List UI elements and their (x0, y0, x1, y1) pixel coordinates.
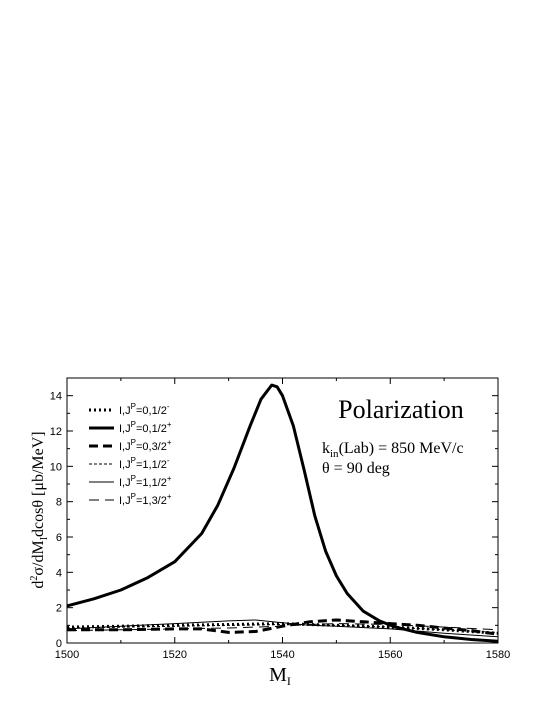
x-tick-label: 1540 (270, 649, 294, 661)
y-tick-label: 2 (56, 603, 62, 615)
x-axis-title-sub: I (287, 674, 291, 688)
legend-label: I,JP=1,1/2+ (119, 474, 172, 489)
y-axis-title-p2: σ/dM (30, 540, 47, 575)
x-tick-label: 1520 (163, 649, 187, 661)
chart-title: Polarization (338, 395, 464, 424)
y-axis: 0 2 4 6 8 10 12 14 (50, 391, 498, 650)
y-tick-label: 0 (56, 638, 62, 650)
x-tick-label: 1580 (486, 649, 510, 661)
legend-label: I,JP=0,3/2+ (119, 438, 172, 453)
y-axis-title-p3: dcosθ [μb/MeV] (30, 431, 47, 537)
y-tick-label: 12 (50, 426, 62, 438)
series-line (66, 624, 499, 633)
kin-annotation-rest: (Lab) = 850 MeV/c (339, 440, 464, 457)
y-tick-label: 6 (56, 532, 62, 544)
y-tick-label: 8 (56, 497, 62, 509)
series-line (66, 623, 499, 632)
series-layer (66, 383, 499, 643)
theta-annotation: θ = 90 deg (322, 460, 390, 477)
legend-label: I,JP=1,3/2+ (119, 492, 172, 507)
legend-label: I,JP=1,1/2- (119, 456, 170, 471)
legend: I,JP=0,1/2- I,JP=0,1/2+ I,JP=0,3/2+ I,JP=1,… (89, 402, 172, 507)
legend-label: I,JP=0,1/2+ (119, 420, 172, 435)
y-axis-title: d2σ/dMIdcosθ [μb/MeV] (29, 431, 50, 588)
x-axis-title: MI (269, 664, 291, 688)
y-tick-label: 14 (50, 391, 62, 403)
x-axis: 1500 1520 1540 1560 1580 (55, 378, 510, 661)
x-tick-label: 1500 (55, 649, 79, 661)
series-line (66, 383, 499, 643)
x-tick-label: 1560 (378, 649, 402, 661)
y-tick-label: 4 (56, 567, 62, 579)
kin-annotation: kin(Lab) = 850 MeV/c (322, 440, 464, 460)
kin-annotation-sub: in (330, 448, 339, 460)
y-axis-title-sup1: 2 (29, 576, 40, 581)
x-axis-title-main: M (269, 664, 287, 686)
y-tick-label: 10 (50, 461, 62, 473)
y-axis-title-p1: d (30, 581, 47, 589)
series-line (66, 619, 499, 638)
legend-label: I,JP=0,1/2- (119, 402, 170, 417)
y-axis-title-sub1: I (39, 537, 50, 540)
kin-annotation-k: k (322, 440, 330, 457)
